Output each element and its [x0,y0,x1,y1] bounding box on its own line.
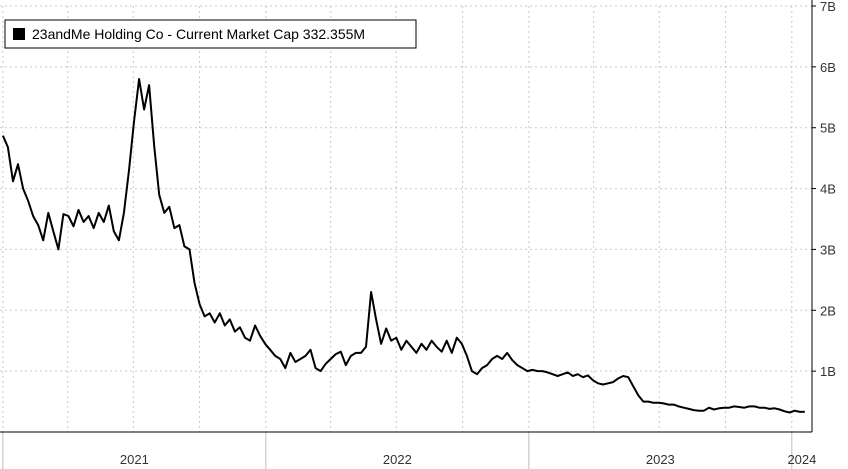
x-tick-label: 2022 [383,452,412,467]
grid-lines [0,5,812,432]
y-tick-label: 6B [820,60,836,75]
year-separators [2,432,793,469]
legend-label: 23andMe Holding Co - Current Market Cap … [32,26,365,42]
x-tick-label: 2023 [646,452,675,467]
legend: 23andMe Holding Co - Current Market Cap … [4,19,417,49]
x-tick-label: 2024 [787,452,816,467]
series-line [1,78,805,414]
axes [0,0,813,433]
y-tick-label: 7B [820,0,836,14]
y-tick-label: 3B [820,242,836,257]
y-tick-label: 2B [820,303,836,318]
x-tick-label: 2021 [120,452,149,467]
legend-swatch [13,28,25,40]
y-tick-label: 1B [820,364,836,379]
x-tick-labels: 2021 2022 2023 2024 [120,452,816,467]
y-tick-label: 4B [820,182,836,197]
legend-box [4,19,417,49]
y-tick-label: 5B [820,121,836,136]
y-tick-labels: 1B 2B 3B 4B 5B 6B 7B [812,0,836,379]
series-layer [1,78,805,414]
